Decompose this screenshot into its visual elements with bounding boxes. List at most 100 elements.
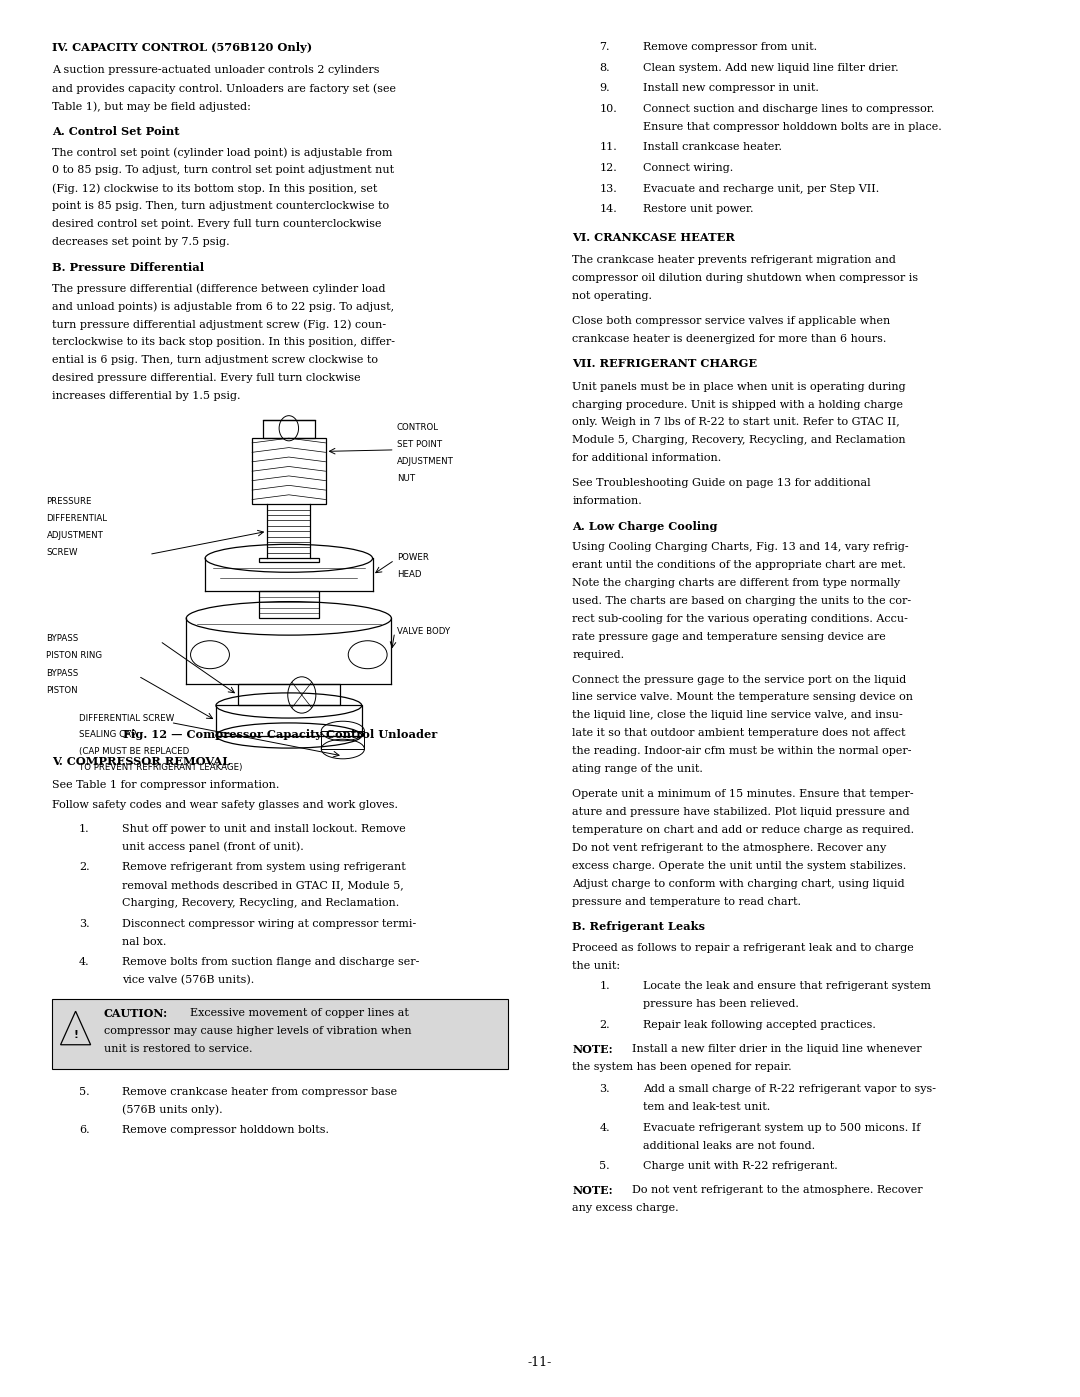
Text: 6.: 6. <box>79 1125 90 1136</box>
Text: PRESSURE: PRESSURE <box>46 497 92 506</box>
Text: the unit:: the unit: <box>572 961 621 971</box>
Text: Charging, Recovery, Recycling, and Reclamation.: Charging, Recovery, Recycling, and Recla… <box>122 898 400 908</box>
Text: V. COMPRESSOR REMOVAL: V. COMPRESSOR REMOVAL <box>52 756 230 767</box>
Text: removal methods described in GTAC II, Module 5,: removal methods described in GTAC II, Mo… <box>122 880 404 890</box>
Text: See Table 1 for compressor information.: See Table 1 for compressor information. <box>52 780 280 789</box>
Text: the liquid line, close the liquid line service valve, and insu-: the liquid line, close the liquid line s… <box>572 711 903 721</box>
Text: point is 85 psig. Then, turn adjustment counterclockwise to: point is 85 psig. Then, turn adjustment … <box>52 201 389 211</box>
Text: 1.: 1. <box>599 981 610 992</box>
Text: (576B units only).: (576B units only). <box>122 1105 222 1115</box>
Text: 11.: 11. <box>599 142 617 152</box>
Text: 1.: 1. <box>79 824 90 834</box>
Text: terclockwise to its back stop position. In this position, differ-: terclockwise to its back stop position. … <box>52 337 395 348</box>
Text: POWER: POWER <box>396 553 429 562</box>
Text: Connect suction and discharge lines to compressor.: Connect suction and discharge lines to c… <box>643 103 934 113</box>
Text: unit is restored to service.: unit is restored to service. <box>104 1045 253 1055</box>
Text: CONTROL: CONTROL <box>396 423 438 432</box>
Text: the reading. Indoor-air cfm must be within the normal oper-: the reading. Indoor-air cfm must be with… <box>572 746 912 756</box>
Text: Install a new filter drier in the liquid line whenever: Install a new filter drier in the liquid… <box>625 1044 922 1053</box>
Text: DIFFERENTIAL: DIFFERENTIAL <box>46 514 107 522</box>
Text: information.: information. <box>572 496 643 506</box>
Text: (Fig. 12) clockwise to its bottom stop. In this position, set: (Fig. 12) clockwise to its bottom stop. … <box>52 183 377 194</box>
Text: Disconnect compressor wiring at compressor termi-: Disconnect compressor wiring at compress… <box>122 919 416 929</box>
Text: 5.: 5. <box>79 1087 90 1097</box>
Text: 4.: 4. <box>599 1123 610 1133</box>
Text: Add a small charge of R-22 refrigerant vapor to sys-: Add a small charge of R-22 refrigerant v… <box>643 1084 935 1094</box>
Text: CAUTION:: CAUTION: <box>104 1009 167 1020</box>
Text: vice valve (576B units).: vice valve (576B units). <box>122 975 254 986</box>
Bar <box>216 705 362 735</box>
Bar <box>238 685 340 705</box>
Text: 5.: 5. <box>599 1161 610 1171</box>
Text: Module 5, Charging, Recovery, Recycling, and Reclamation: Module 5, Charging, Recovery, Recycling,… <box>572 436 906 446</box>
Text: IV. CAPACITY CONTROL (576B120 Only): IV. CAPACITY CONTROL (576B120 Only) <box>52 42 312 53</box>
Text: SET POINT: SET POINT <box>396 440 442 448</box>
Text: Follow safety codes and wear safety glasses and work gloves.: Follow safety codes and wear safety glas… <box>52 800 397 810</box>
Text: 12.: 12. <box>599 163 617 173</box>
Text: ating range of the unit.: ating range of the unit. <box>572 764 703 774</box>
Text: The control set point (cylinder load point) is adjustable from: The control set point (cylinder load poi… <box>52 147 392 158</box>
Text: required.: required. <box>572 650 624 659</box>
Text: not operating.: not operating. <box>572 291 652 300</box>
Text: pressure and temperature to read chart.: pressure and temperature to read chart. <box>572 897 801 907</box>
Text: erant until the conditions of the appropriate chart are met.: erant until the conditions of the approp… <box>572 560 906 570</box>
Text: the system has been opened for repair.: the system has been opened for repair. <box>572 1062 792 1071</box>
Text: charging procedure. Unit is shipped with a holding charge: charging procedure. Unit is shipped with… <box>572 400 903 409</box>
Text: SCREW: SCREW <box>46 548 78 557</box>
Text: Do not vent refrigerant to the atmosphere. Recover any: Do not vent refrigerant to the atmospher… <box>572 842 887 852</box>
Text: compressor may cause higher levels of vibration when: compressor may cause higher levels of vi… <box>104 1027 411 1037</box>
Text: Remove crankcase heater from compressor base: Remove crankcase heater from compressor … <box>122 1087 397 1097</box>
Text: ADJUSTMENT: ADJUSTMENT <box>396 457 454 467</box>
Text: additional leaks are not found.: additional leaks are not found. <box>643 1140 814 1151</box>
Text: 8.: 8. <box>599 63 610 73</box>
Text: NOTE:: NOTE: <box>572 1185 613 1196</box>
Text: Repair leak following accepted practices.: Repair leak following accepted practices… <box>643 1020 876 1030</box>
Text: Connect the pressure gage to the service port on the liquid: Connect the pressure gage to the service… <box>572 675 906 685</box>
Text: any excess charge.: any excess charge. <box>572 1203 679 1213</box>
Text: !: ! <box>73 1030 78 1039</box>
Text: PISTON RING: PISTON RING <box>46 651 103 659</box>
Text: -11-: -11- <box>528 1356 552 1369</box>
Bar <box>259 559 319 563</box>
Text: (CAP MUST BE REPLACED: (CAP MUST BE REPLACED <box>79 746 189 756</box>
Text: late it so that outdoor ambient temperature does not affect: late it so that outdoor ambient temperat… <box>572 728 906 739</box>
Text: ADJUSTMENT: ADJUSTMENT <box>46 531 104 541</box>
Text: The pressure differential (difference between cylinder load: The pressure differential (difference be… <box>52 284 386 293</box>
Text: line service valve. Mount the temperature sensing device on: line service valve. Mount the temperatur… <box>572 693 914 703</box>
Text: pressure has been relieved.: pressure has been relieved. <box>643 999 798 1009</box>
Text: DIFFERENTIAL SCREW: DIFFERENTIAL SCREW <box>79 714 174 722</box>
Text: Install crankcase heater.: Install crankcase heater. <box>643 142 782 152</box>
Text: A suction pressure-actuated unloader controls 2 cylinders: A suction pressure-actuated unloader con… <box>52 66 379 75</box>
Text: 13.: 13. <box>599 184 617 194</box>
Text: A. Control Set Point: A. Control Set Point <box>52 126 179 137</box>
Text: 2.: 2. <box>599 1020 610 1030</box>
Text: desired pressure differential. Every full turn clockwise: desired pressure differential. Every ful… <box>52 373 361 383</box>
Text: only. Weigh in 7 lbs of R-22 to start unit. Refer to GTAC II,: only. Weigh in 7 lbs of R-22 to start un… <box>572 418 900 427</box>
Text: unit access panel (front of unit).: unit access panel (front of unit). <box>122 841 303 852</box>
Text: temperature on chart and add or reduce charge as required.: temperature on chart and add or reduce c… <box>572 824 915 835</box>
Text: decreases set point by 7.5 psig.: decreases set point by 7.5 psig. <box>52 237 229 247</box>
Text: excess charge. Operate the unit until the system stabilizes.: excess charge. Operate the unit until th… <box>572 861 906 870</box>
Text: Shut off power to unit and install lockout. Remove: Shut off power to unit and install locko… <box>122 824 406 834</box>
Text: for additional information.: for additional information. <box>572 454 721 464</box>
Text: B. Pressure Differential: B. Pressure Differential <box>52 261 204 272</box>
Text: desired control set point. Every full turn counterclockwise: desired control set point. Every full tu… <box>52 219 381 229</box>
Text: SEALING CAP: SEALING CAP <box>79 731 136 739</box>
Bar <box>321 731 364 749</box>
Bar <box>259 591 319 619</box>
Text: rect sub-cooling for the various operating conditions. Accu-: rect sub-cooling for the various operati… <box>572 615 908 624</box>
Text: Locate the leak and ensure that refrigerant system: Locate the leak and ensure that refriger… <box>643 981 931 992</box>
Text: BYPASS: BYPASS <box>46 634 79 643</box>
Text: rate pressure gage and temperature sensing device are: rate pressure gage and temperature sensi… <box>572 631 887 643</box>
Text: NOTE:: NOTE: <box>572 1044 613 1055</box>
Text: The crankcase heater prevents refrigerant migration and: The crankcase heater prevents refrigeran… <box>572 256 896 265</box>
Text: 3.: 3. <box>79 919 90 929</box>
Text: BYPASS: BYPASS <box>46 669 79 678</box>
Text: Fig. 12 — Compressor Capacity Control Unloader: Fig. 12 — Compressor Capacity Control Un… <box>123 729 436 740</box>
Bar <box>252 439 325 504</box>
Text: Unit panels must be in place when unit is operating during: Unit panels must be in place when unit i… <box>572 381 906 391</box>
Text: Note the charging charts are different from type normally: Note the charging charts are different f… <box>572 578 901 588</box>
Text: Charge unit with R-22 refrigerant.: Charge unit with R-22 refrigerant. <box>643 1161 837 1171</box>
Text: Close both compressor service valves if applicable when: Close both compressor service valves if … <box>572 316 891 326</box>
Text: tem and leak-test unit.: tem and leak-test unit. <box>643 1102 770 1112</box>
